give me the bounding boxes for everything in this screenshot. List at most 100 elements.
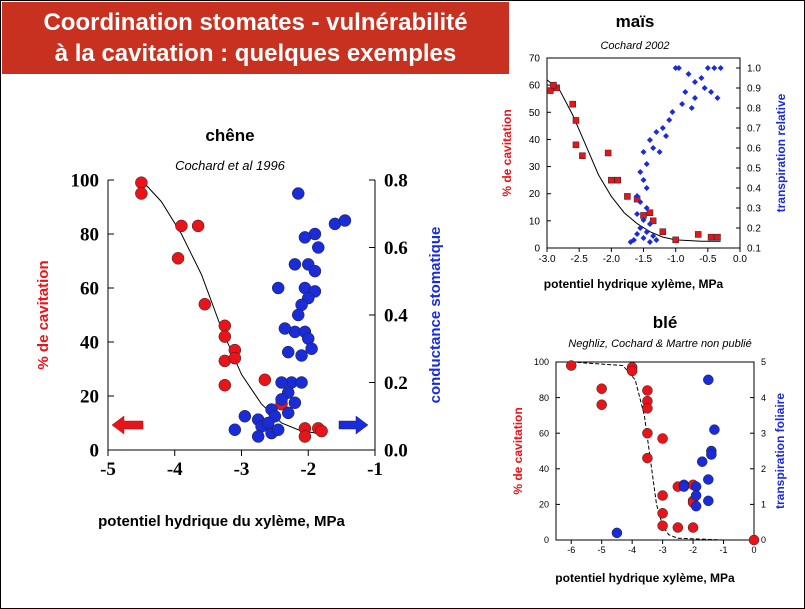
chene-y2-tick-label: 0.6 bbox=[384, 238, 408, 259]
chene-x-tick-label: -2 bbox=[300, 459, 316, 480]
mais-cavitation-point bbox=[608, 176, 615, 184]
mais-transpiration-point bbox=[646, 137, 653, 143]
ble-y2-tick-label: 3 bbox=[761, 428, 766, 438]
mais-transpiration-point bbox=[643, 205, 650, 211]
mais-transpiration-point bbox=[672, 65, 679, 71]
mais-transpiration-point bbox=[717, 65, 724, 71]
chene-title: chêne bbox=[205, 126, 255, 145]
mais-cavitation-point bbox=[604, 149, 612, 157]
chene-transpiration-point bbox=[338, 214, 352, 227]
mais-transpiration-point bbox=[653, 129, 660, 135]
mais-transpiration-point bbox=[698, 75, 705, 81]
mais-citation: Cochard 2002 bbox=[600, 40, 670, 52]
ble-y2-tick-label: 4 bbox=[761, 393, 766, 403]
mais-transpiration-point bbox=[646, 239, 653, 245]
ble-y-tick-label: 20 bbox=[539, 500, 549, 510]
chene-citation: Cochard et al 1996 bbox=[175, 158, 285, 173]
ble-transpiration-point bbox=[690, 481, 702, 492]
ble-cavitation-point bbox=[657, 508, 668, 519]
ble-cavitation-point bbox=[596, 383, 607, 394]
ble-transpiration-point bbox=[690, 500, 702, 512]
mais-transpiration-point bbox=[691, 79, 698, 85]
chene-transpiration-point bbox=[271, 423, 285, 436]
chene-transpiration-point bbox=[271, 281, 285, 295]
mais-y-tick-label: 50 bbox=[529, 108, 541, 119]
mais-transpiration-point bbox=[634, 211, 641, 217]
ble-cavitation-point bbox=[748, 534, 760, 546]
mais-transpiration-point bbox=[685, 71, 692, 77]
mais-y2-tick-label: 0.2 bbox=[747, 224, 761, 235]
chene-cavitation-point bbox=[191, 219, 205, 233]
chene-transpiration-point bbox=[278, 322, 292, 335]
mais-transpiration-point bbox=[640, 149, 647, 155]
chene-y-tick-label: 80 bbox=[80, 225, 99, 246]
chene-transpiration-point bbox=[312, 241, 325, 254]
ble-cavitation-point bbox=[565, 360, 577, 371]
mais-transpiration-point bbox=[688, 105, 695, 111]
mais-x-tick-label: -1.0 bbox=[667, 254, 685, 265]
ble-transpiration-point bbox=[611, 527, 623, 539]
mais-transpiration-point bbox=[643, 161, 650, 167]
ble-transpiration-point bbox=[703, 374, 714, 386]
ble-chart: -6 -5 -4 -3 -2 -1 0020406080100012345potentiel… bbox=[511, 357, 787, 585]
mais-y2-tick-label: 0.1 bbox=[747, 244, 761, 255]
ble-cavitation-point bbox=[657, 490, 668, 501]
mais-transpiration-point bbox=[708, 89, 715, 95]
ble-y2-tick-label: 0 bbox=[761, 535, 766, 545]
chene-transpiration-point bbox=[295, 349, 308, 362]
mais-transpiration-point bbox=[640, 217, 647, 223]
ble-x-tick-label: -4 bbox=[628, 545, 636, 555]
ble-x-tick-label: 0 bbox=[751, 545, 756, 555]
ble-cavitation-point bbox=[642, 385, 653, 396]
ble-transpiration-point bbox=[706, 449, 717, 460]
mais-y2-tick-label: 0.7 bbox=[747, 124, 761, 135]
chene-cavitation-point bbox=[298, 430, 312, 443]
ble-cavitation-point bbox=[657, 433, 668, 444]
ble-cavitation-point bbox=[642, 452, 653, 464]
mais-cavitation-point bbox=[579, 152, 586, 159]
mais-transpiration-point bbox=[714, 95, 721, 101]
ble-cavitation-point bbox=[672, 522, 684, 533]
ble-cavitation-point bbox=[657, 520, 668, 532]
right-arrow-icon bbox=[338, 415, 369, 435]
left-arrow-icon bbox=[111, 415, 144, 435]
ble-cavitation-point bbox=[687, 522, 699, 533]
chene-chart: -5 -4 -3 -2 -1 0 20 40 60 80 100 0.0 0.2 0.4 0.6 0.8 pot… bbox=[35, 171, 444, 530]
mais-cavitation-point bbox=[614, 176, 622, 184]
chene-cavitation-point bbox=[258, 373, 272, 387]
mais-y-tick-label: 60 bbox=[529, 81, 541, 92]
mais-x-tick-label: -0.5 bbox=[699, 254, 717, 265]
mais-transpiration-point bbox=[634, 231, 641, 237]
mais-y-tick-label: 10 bbox=[529, 216, 541, 227]
ble-cavitation-point bbox=[596, 399, 607, 410]
mais-cavitation-point bbox=[624, 193, 631, 200]
ble-cavitation-point bbox=[642, 427, 653, 439]
mais-x-axis-label: potentiel hydrique xylème, MPa bbox=[544, 277, 724, 291]
mais-cavitation-point bbox=[569, 100, 576, 108]
ble-transpiration-point bbox=[709, 424, 720, 435]
chene-cavitation-point bbox=[218, 378, 232, 392]
mais-transpiration-point bbox=[679, 101, 686, 107]
chene-y-axis-label: % de cavitation bbox=[35, 260, 52, 369]
mais-y-tick-label: 20 bbox=[529, 189, 541, 200]
chene-transpiration-point bbox=[298, 231, 312, 244]
chene-transpiration-point bbox=[295, 376, 308, 389]
mais-chart: -3.0 -2.5 -2.0 -1.5 -1.0 -0.5 0.0 0 10 20 30 40 50 60… bbox=[500, 54, 788, 292]
ble-title: blé bbox=[652, 313, 678, 332]
ble-plot-frame bbox=[555, 361, 755, 541]
ble-y-tick-label: 60 bbox=[539, 428, 549, 438]
chene-y2-tick-label: 0.8 bbox=[384, 171, 408, 192]
chene-x-tick-label: -5 bbox=[100, 459, 116, 480]
chene-x-tick-label: -4 bbox=[167, 459, 183, 480]
title-line-1: Coordination stomates - vulnérabilité bbox=[43, 9, 468, 36]
chene-transpiration-point bbox=[308, 264, 322, 278]
chene-x-tick-label: -1 bbox=[367, 459, 383, 480]
mais-y2-axis-label: transpiration relative bbox=[774, 93, 788, 212]
mais-transpiration-point bbox=[637, 199, 644, 205]
ble-y-axis-label: % de cavitation bbox=[511, 407, 525, 494]
chene-transpiration-point bbox=[251, 430, 265, 443]
mais-transpiration-point bbox=[669, 109, 676, 115]
ble-y2-tick-label: 5 bbox=[761, 357, 766, 367]
mais-cavitation-point bbox=[659, 228, 667, 235]
mais-transpiration-point bbox=[691, 95, 698, 101]
